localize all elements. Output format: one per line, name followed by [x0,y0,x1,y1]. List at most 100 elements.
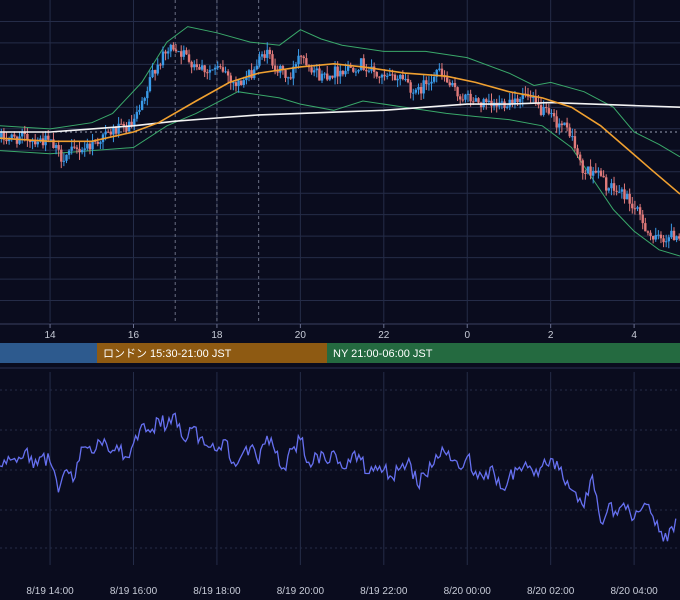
candle [362,54,365,71]
candle [260,51,264,60]
candle [406,74,410,84]
candle [36,137,40,148]
candle [586,166,590,175]
candle [20,128,24,144]
candle [550,109,553,118]
oscillator-panel[interactable] [0,372,680,565]
candle [305,53,308,66]
oscillator-series [0,412,677,542]
bollinger-bands [0,26,680,257]
x-tick-label: 8/19 14:00 [26,586,74,597]
candle [15,135,19,148]
candle [636,205,639,212]
candle [539,97,543,117]
candle [166,47,170,60]
session-label: NY 21:00-06:00 JST [333,348,433,360]
candle [425,76,428,91]
candle [135,105,139,122]
candle [302,55,305,64]
candle [518,96,522,109]
candle [339,63,342,84]
candle [438,63,441,72]
candle [2,128,6,145]
candle [631,196,634,214]
oscillator-grid [0,372,680,565]
candle [385,72,389,80]
candle [651,235,655,244]
candle [286,76,290,85]
candle [547,103,551,116]
candle [419,82,423,101]
candle [138,104,141,115]
candle [49,139,53,141]
candle [563,122,566,126]
candle [198,64,201,70]
candle [623,183,626,204]
price-panel[interactable] [0,0,680,322]
candle [341,70,345,77]
candle [151,63,154,79]
candle [396,75,399,88]
candle [670,223,673,240]
candle [237,78,240,93]
candle [67,149,71,160]
x-tick-label: 8/20 04:00 [610,586,658,597]
candle [448,79,451,88]
candle [331,75,334,80]
candle [211,69,214,71]
candle [328,75,332,82]
candle [239,80,243,86]
candle [659,231,663,244]
candle [432,72,436,84]
candle [440,63,444,80]
candle [169,43,172,58]
candle [266,42,269,64]
x-tick-label: 4 [631,330,637,341]
candle [466,90,470,102]
candle [91,133,94,156]
candle [568,123,571,138]
candle [216,61,219,71]
candle [529,90,532,104]
candle [615,185,618,196]
candle [573,129,577,152]
candle [78,141,81,160]
candle [365,64,368,78]
candle [618,185,621,193]
candle [10,133,13,142]
candle [320,70,324,84]
ma-short-line [0,62,680,195]
candle [357,69,360,74]
candle [675,235,678,243]
x-tick-label: 8/19 20:00 [277,586,325,597]
candle [664,234,668,248]
candle [417,83,420,95]
candle [234,76,238,92]
candle [404,72,407,82]
candle [174,44,178,54]
candle [297,49,300,69]
candle [453,77,457,91]
candle [474,94,478,102]
candle [99,140,102,150]
candle [354,68,358,77]
price-x-axis-ticks: 14 16 18 20 22 0 2 4 [44,324,637,341]
candle [200,59,204,71]
candle [399,74,402,86]
candle [401,70,405,81]
candle [508,92,511,111]
candle [88,140,92,155]
candle [602,170,605,178]
candle [54,143,58,155]
candle [182,45,186,60]
session-segment [327,343,680,363]
x-tick-label: 0 [464,330,470,341]
candle [247,68,251,82]
candle [57,140,60,157]
candle [221,60,225,73]
candle [625,190,629,200]
x-tick-label: 2 [548,330,554,341]
candle [532,91,535,103]
candle [388,68,392,76]
